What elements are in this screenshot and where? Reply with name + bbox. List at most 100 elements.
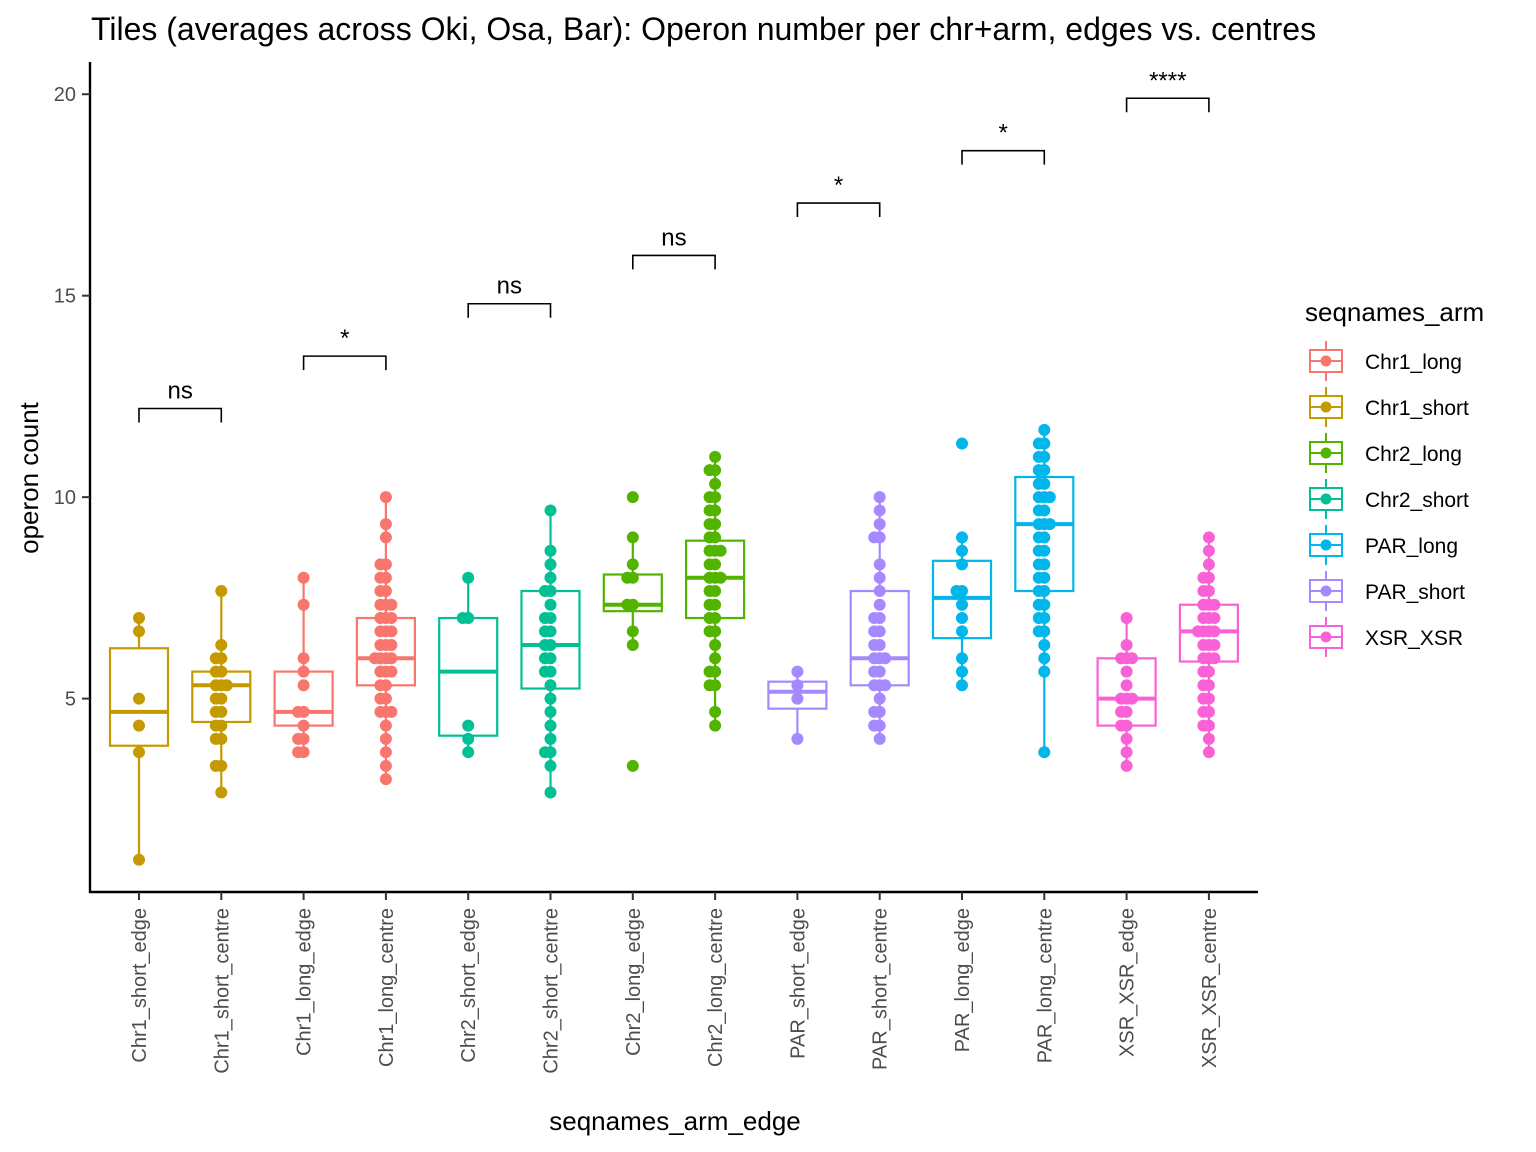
data-point bbox=[385, 652, 398, 665]
data-point bbox=[1032, 531, 1045, 544]
data-point bbox=[791, 692, 804, 705]
data-point bbox=[703, 612, 716, 625]
y-axis-title: operon count bbox=[14, 401, 44, 554]
data-point bbox=[873, 518, 886, 531]
data-point bbox=[374, 612, 387, 625]
data-point bbox=[1038, 746, 1051, 759]
data-point bbox=[1120, 665, 1133, 678]
data-point bbox=[868, 665, 881, 678]
data-point bbox=[1208, 612, 1221, 625]
data-point bbox=[1120, 746, 1133, 759]
x-tick-label: PAR_long_edge bbox=[952, 908, 974, 1052]
data-point bbox=[1043, 518, 1056, 531]
data-point bbox=[544, 571, 557, 584]
data-point bbox=[868, 531, 881, 544]
comparison-bracket: ns bbox=[467, 273, 552, 318]
data-point bbox=[379, 531, 392, 544]
data-point bbox=[539, 652, 551, 665]
significance-label: ns bbox=[497, 273, 522, 300]
data-point bbox=[1202, 732, 1215, 745]
y-tick-label: 15 bbox=[54, 286, 76, 308]
data-point bbox=[873, 585, 886, 598]
data-point bbox=[209, 679, 222, 692]
data-point bbox=[703, 625, 716, 638]
bracket-line bbox=[961, 149, 1046, 165]
data-point bbox=[385, 612, 398, 625]
x-axis-title: seqnames_arm_edge bbox=[549, 1106, 801, 1136]
data-point bbox=[1197, 705, 1210, 718]
data-point bbox=[956, 558, 968, 571]
data-point bbox=[385, 625, 398, 638]
x-tick-label: PAR_long_centre bbox=[1034, 908, 1056, 1063]
data-point bbox=[209, 732, 222, 745]
data-point bbox=[1115, 692, 1128, 705]
data-point bbox=[374, 625, 387, 638]
data-point bbox=[791, 732, 804, 745]
data-point bbox=[873, 571, 886, 584]
data-point bbox=[544, 679, 557, 692]
data-point bbox=[1202, 558, 1215, 571]
data-point bbox=[1032, 504, 1045, 517]
x-tick-label: Chr1_short_centre bbox=[211, 908, 233, 1074]
x-tick-label: Chr1_long_edge bbox=[294, 908, 316, 1056]
data-point bbox=[714, 571, 727, 584]
data-point bbox=[385, 665, 398, 678]
data-point bbox=[1120, 639, 1133, 652]
box-iqr bbox=[438, 616, 499, 737]
data-point bbox=[209, 705, 222, 718]
data-point bbox=[297, 571, 310, 584]
x-tick-label: Chr2_long_centre bbox=[705, 908, 727, 1067]
data-point bbox=[709, 450, 722, 463]
data-point bbox=[703, 598, 716, 611]
data-point bbox=[379, 491, 392, 504]
data-point bbox=[626, 558, 639, 571]
data-point bbox=[544, 544, 557, 557]
legend-key-point bbox=[1320, 493, 1332, 505]
data-point bbox=[709, 652, 722, 665]
comparison-bracket: **** bbox=[1125, 67, 1210, 113]
legend-label: PAR_long bbox=[1365, 535, 1458, 558]
data-point bbox=[292, 732, 305, 745]
data-point bbox=[1038, 652, 1051, 665]
data-point bbox=[703, 464, 716, 477]
legend: seqnames_arm Chr1_long Chr1_short Chr2_long… bbox=[1305, 297, 1484, 657]
data-point bbox=[626, 625, 639, 638]
data-point bbox=[385, 639, 398, 652]
data-point bbox=[621, 598, 634, 611]
legend-title: seqnames_arm bbox=[1305, 297, 1484, 327]
legend-item: Chr1_short bbox=[1309, 387, 1469, 427]
y-tick-label: 20 bbox=[54, 84, 76, 106]
legend-key-point bbox=[1320, 447, 1332, 459]
data-point bbox=[1032, 544, 1045, 557]
data-point bbox=[1197, 692, 1210, 705]
data-point bbox=[956, 625, 968, 638]
data-point bbox=[1115, 652, 1128, 665]
data-point bbox=[868, 719, 881, 732]
legend-key-point bbox=[1320, 539, 1332, 551]
bracket-line bbox=[467, 302, 552, 318]
chart-title: Tiles (averages across Oki, Osa, Bar): O… bbox=[91, 11, 1316, 47]
data-point bbox=[385, 705, 398, 718]
data-point bbox=[379, 518, 392, 531]
data-point bbox=[956, 598, 968, 611]
data-point bbox=[956, 665, 968, 678]
significance-label: ns bbox=[661, 224, 686, 251]
data-point bbox=[1208, 598, 1221, 611]
data-point bbox=[703, 531, 716, 544]
legend-label: Chr2_short bbox=[1365, 489, 1469, 512]
data-point bbox=[1032, 518, 1045, 531]
data-point bbox=[220, 679, 233, 692]
data-point bbox=[868, 639, 881, 652]
significance-label: * bbox=[834, 172, 843, 199]
data-point bbox=[868, 705, 881, 718]
data-point bbox=[544, 732, 557, 745]
data-point bbox=[709, 705, 722, 718]
data-point bbox=[1120, 679, 1133, 692]
data-point bbox=[1032, 477, 1045, 490]
data-point bbox=[292, 705, 305, 718]
data-point bbox=[1191, 625, 1204, 638]
x-tick-label: PAR_short_edge bbox=[787, 908, 809, 1059]
legend-label: XSR_XSR bbox=[1365, 627, 1463, 650]
data-point bbox=[956, 531, 968, 544]
